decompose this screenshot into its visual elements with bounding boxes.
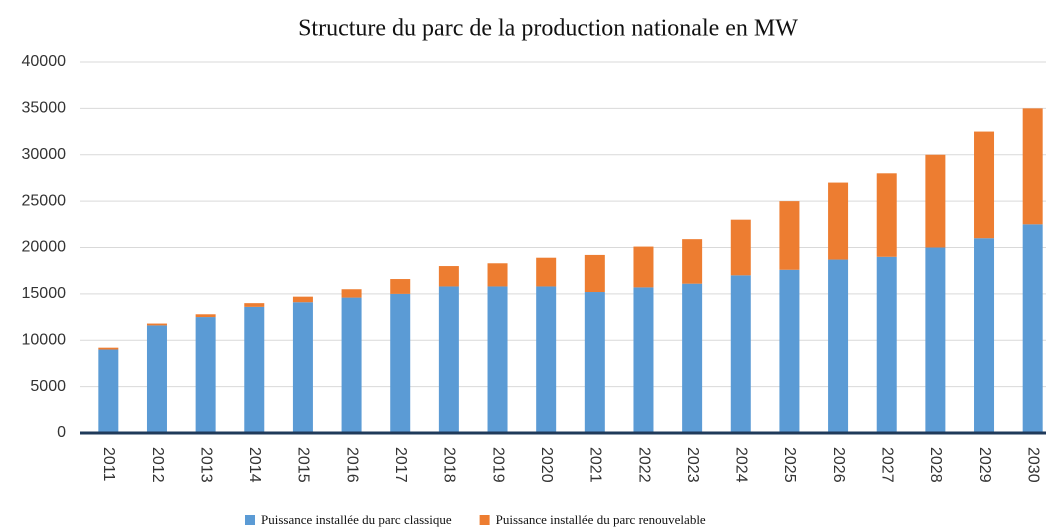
x-tick-label: 2020: [538, 447, 555, 483]
bar-segment: [390, 279, 411, 294]
bar-segment: [876, 173, 897, 257]
y-tick-label: 25000: [22, 192, 67, 209]
legend-swatch: [479, 515, 490, 525]
bar-segment: [244, 306, 265, 433]
bar-segment: [195, 317, 216, 433]
bar-segment: [633, 287, 654, 433]
bar-segment: [536, 257, 557, 287]
x-tick-label: 2019: [489, 447, 506, 483]
bar-segment: [438, 266, 459, 287]
bar-segment: [341, 297, 362, 433]
x-tick-label: 2018: [441, 447, 458, 483]
x-tick-label: 2015: [295, 447, 312, 483]
bar-segment: [536, 286, 557, 433]
y-tick-label: 0: [57, 424, 66, 441]
bar-segment: [779, 269, 800, 433]
bar-segment: [438, 286, 459, 433]
y-tick-label: 5000: [30, 378, 66, 395]
legend-swatch: [245, 515, 255, 525]
x-tick-label: 2016: [343, 447, 360, 483]
x-tick-label: 2021: [587, 447, 604, 483]
bar-segment: [98, 347, 119, 350]
bar-segment: [925, 247, 946, 433]
bar-segment: [195, 314, 216, 318]
bar-segment: [292, 302, 313, 433]
bar-segment: [925, 154, 946, 248]
bar-segment: [974, 131, 995, 239]
y-tick-label: 15000: [22, 285, 67, 302]
bar-segment: [974, 238, 995, 433]
bar-segment: [584, 254, 605, 293]
x-tick-label: 2026: [830, 447, 847, 483]
x-tick-label: 2024: [733, 447, 750, 483]
x-tick-label: 2022: [635, 447, 652, 483]
bar-segment: [828, 259, 849, 433]
x-tick-label: 2014: [246, 447, 263, 483]
x-tick-label: 2023: [684, 447, 701, 483]
y-tick-label: 40000: [22, 53, 67, 70]
x-tick-label: 2029: [976, 447, 993, 483]
bar-segment: [584, 292, 605, 433]
bar-segment: [730, 219, 751, 276]
chart-title: Structure du parc de la production natio…: [298, 16, 798, 42]
bar-segment: [682, 283, 703, 433]
bar-segment: [1022, 108, 1043, 225]
x-tick-label: 2012: [149, 447, 166, 483]
x-tick-label: 2013: [197, 447, 214, 483]
y-tick-label: 35000: [22, 100, 67, 117]
bar-segment: [292, 296, 313, 303]
legend-label: Puissance installée du parc classique: [261, 512, 452, 527]
y-tick-label: 30000: [22, 146, 67, 163]
bar-segment: [487, 263, 508, 287]
bar-segment: [146, 323, 167, 326]
x-tick-label: 2011: [100, 447, 117, 482]
y-tick-label: 20000: [22, 239, 67, 256]
x-tick-label: 2030: [1024, 447, 1041, 483]
y-tick-label: 10000: [22, 331, 67, 348]
bar-segment: [98, 349, 119, 433]
bar-segment: [779, 201, 800, 270]
bar-segment: [341, 289, 362, 298]
bar-segment: [146, 325, 167, 433]
x-tick-label: 2028: [927, 447, 944, 483]
bar-segment: [682, 239, 703, 284]
x-tick-label: 2017: [392, 447, 409, 483]
bar-segment: [828, 182, 849, 260]
bar-segment: [730, 275, 751, 433]
x-tick-label: 2027: [878, 447, 895, 483]
bar-segment: [390, 293, 411, 433]
bar-segment: [487, 286, 508, 433]
bar-segment: [244, 303, 265, 307]
bar-segment: [1022, 224, 1043, 433]
bar-segment: [633, 246, 654, 288]
bar-segment: [876, 256, 897, 433]
x-tick-label: 2025: [781, 447, 798, 483]
legend-label: Puissance installée du parc renouvelable: [496, 512, 706, 527]
